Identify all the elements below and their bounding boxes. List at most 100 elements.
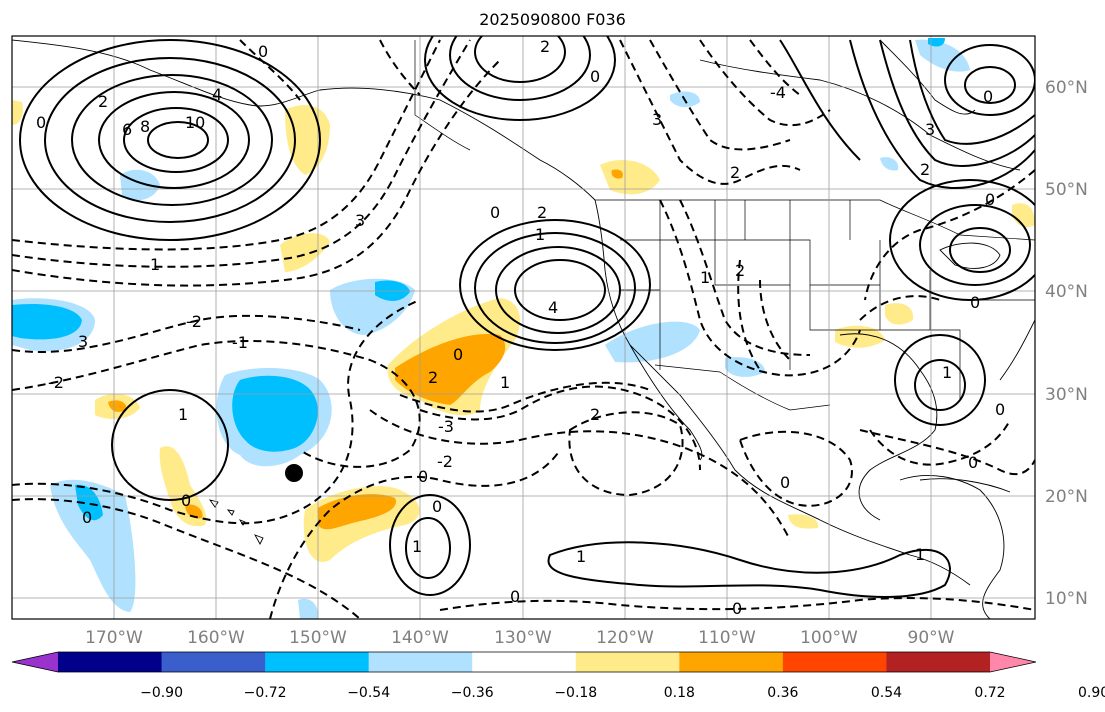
plot-frame [11, 35, 1036, 620]
shade-pos-region [108, 400, 127, 412]
contour-neg [738, 430, 853, 507]
contour-ne-pacific-high [474, 232, 636, 344]
shade-pos-region [185, 504, 203, 519]
contour-label: 2 [537, 203, 547, 222]
contour-label: -2 [437, 452, 453, 471]
contour-neg [859, 295, 941, 321]
contour-neg [239, 39, 301, 101]
colorbar-segment [368, 652, 473, 672]
contour-neg [864, 169, 1035, 301]
colorbar-segment [886, 652, 991, 672]
contour-neg [568, 411, 684, 497]
contour-neg [699, 39, 831, 127]
contour-ne-high [889, 179, 1035, 301]
contour-aleutian-high [44, 57, 296, 223]
colorbar-segment [58, 652, 163, 672]
coastline-layer [12, 39, 1035, 619]
colorbar-extension-high [990, 652, 1036, 672]
contour-neg [379, 39, 421, 96]
contour-label: 1 [700, 268, 710, 287]
storm-center-marker [285, 464, 303, 482]
shade-neg-region [880, 157, 899, 171]
contour-gulf-high [914, 359, 966, 411]
contour-tropical-band [547, 541, 951, 598]
colorbar-segment [265, 652, 370, 672]
contour-label: 0 [732, 599, 742, 618]
contour-label: -1 [232, 333, 248, 352]
contour-neg [399, 381, 651, 413]
contour-label: 4 [212, 85, 222, 104]
contour-label: 0 [82, 508, 92, 527]
colorbar: −0.90 −0.72 −0.54 −0.36 −0.18 0.18 0.36 0.54 0.7… [11, 651, 1105, 701]
contour-label: 0 [968, 453, 978, 472]
shade-neg-region [12, 303, 82, 340]
coastline-hudson [879, 39, 976, 115]
shade-neg-region [915, 39, 970, 72]
colorbar-tick-label: −0.54 [347, 685, 390, 701]
contour-label: 0 [995, 400, 1005, 419]
contour-ne-pacific-high [514, 259, 606, 321]
contour-label: 3 [78, 332, 88, 351]
negative-contours [12, 39, 1035, 619]
lat-label: 20°N [1045, 487, 1088, 507]
border-layer [414, 40, 1035, 411]
colorbar-tick-label: 0.90 [1078, 685, 1105, 701]
colorbar-segment [679, 652, 784, 672]
contour-label: 0 [258, 42, 268, 61]
contour-label: 0 [432, 497, 442, 516]
shade-neg-region [120, 169, 160, 201]
contour-label: 6 [122, 120, 132, 139]
lon-label: 90°W [908, 628, 955, 648]
contour-label: 0 [970, 293, 980, 312]
gridlines [12, 36, 1035, 619]
contour-aleutian-high [98, 91, 250, 189]
contour-neg [679, 199, 811, 356]
contour-label: 0 [418, 467, 428, 486]
contour-label: 0 [181, 491, 191, 510]
contour-hudson-high [944, 44, 1035, 116]
contour-e-pacific-high [405, 517, 451, 579]
contour-label: 1 [150, 255, 160, 274]
contour-neg [12, 39, 471, 268]
border-us-canada [595, 199, 1035, 241]
coastline-gulf [839, 333, 938, 521]
contour-ne-pacific-high [495, 246, 621, 334]
contour-gulf-alaska-high [424, 36, 616, 121]
contour-neg [659, 199, 861, 377]
contour-label: 3 [925, 120, 935, 139]
contour-label: 0 [510, 587, 520, 606]
contour-label: 1 [576, 547, 586, 566]
map-title: 2025090800 F036 [479, 10, 626, 29]
coastline-alaska [12, 39, 596, 201]
coastline-cuba [919, 478, 1011, 493]
shade-pos-region [285, 105, 330, 175]
colorbar-tick-label: 0.72 [974, 685, 1005, 701]
contour-hawaii-high [111, 389, 229, 501]
shade-pos-region [395, 334, 506, 405]
contour-label: 0 [985, 190, 995, 209]
colorbar-segment [161, 652, 266, 672]
contour-label: 0 [983, 87, 993, 106]
coastline-west-us [594, 199, 971, 586]
shade-neg-region [928, 38, 945, 47]
contour-label: -2 [186, 312, 202, 331]
contour-gulf-alaska-high [474, 36, 566, 83]
shade-pos-region [12, 100, 23, 125]
contour-label: -4 [770, 83, 786, 102]
map-plot-area: 4 1 2 0 10 8 6 4 2 1 0 0 1 0 0 -2 -1 -2 … [12, 36, 1035, 619]
contour-neg [269, 449, 561, 619]
contour-gulf-alaska-high [449, 36, 591, 101]
contour-aleutian-high [123, 107, 229, 173]
coastline-central-am [899, 475, 1005, 619]
positive-contours [19, 36, 1035, 598]
lon-label: 170°W [85, 628, 143, 648]
colorbar-segment [575, 652, 680, 672]
shade-pos-region [885, 303, 914, 325]
contour-label: 1 [942, 363, 952, 382]
contour-ne-pacific-high [459, 219, 651, 351]
colorbar-tick-label: 0.54 [871, 685, 902, 701]
contour-label: 0 [590, 67, 600, 86]
contour-label: 2 [428, 368, 438, 387]
contour-neg [749, 39, 801, 96]
